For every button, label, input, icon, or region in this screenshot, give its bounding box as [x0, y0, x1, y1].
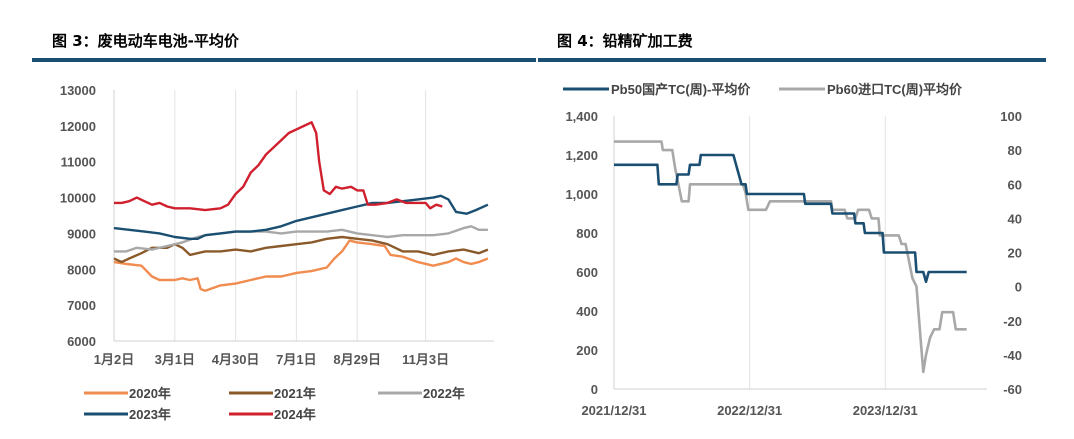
right-y-tick-label: 100 — [1000, 109, 1022, 124]
legend-label: 2023年 — [129, 407, 171, 422]
left-y-tick-label: 800 — [576, 226, 598, 241]
x-tick-label: 4月30日 — [212, 352, 260, 367]
battery-price-chart: 6000 7000 8000 9000 10000 11000 12000 13000 1月2日… — [60, 83, 494, 422]
legend-label: 2024年 — [274, 407, 316, 422]
y-tick-label: 11000 — [61, 155, 96, 170]
x-tick-label: 1月2日 — [94, 352, 134, 367]
x-tick-label: 3月1日 — [155, 352, 195, 367]
x-tick-label: 8月29日 — [333, 352, 381, 367]
y-tick-label: 6000 — [67, 334, 96, 349]
left-y-tick-label: 400 — [576, 304, 598, 319]
right-figure-title: 图 4：铅精矿加工费 — [557, 32, 693, 50]
series-line-2020年 — [113, 239, 489, 292]
series-line-2022年 — [114, 225, 488, 253]
y-tick-label: 7000 — [67, 298, 96, 313]
y-tick-label: 13000 — [60, 83, 96, 98]
right-y-tick-label: 80 — [1008, 143, 1022, 158]
x-tick-label: 2023/12/31 — [853, 403, 918, 418]
legend-label: 2021年 — [274, 386, 316, 401]
right-y-tick-label: -40 — [1003, 348, 1022, 363]
right-y-tick-label: 0 — [1015, 280, 1022, 295]
y-tick-label: 10000 — [60, 191, 96, 206]
series-line-2024年 — [114, 121, 443, 212]
left-y-tick-label: 1,200 — [565, 148, 598, 163]
right-y-tick-label: 60 — [1008, 177, 1022, 192]
right-y-tick-label: 40 — [1008, 211, 1022, 226]
y-tick-label: 12000 — [60, 119, 96, 134]
left-y-tick-label: 0 — [591, 382, 598, 397]
legend-label: 2020年 — [129, 386, 171, 401]
series-line-2023年 — [113, 194, 489, 240]
right-y-tick-label: 20 — [1008, 246, 1022, 261]
series-line-Pb60进口TC(周)平均价 — [614, 140, 967, 374]
y-tick-label: 9000 — [67, 226, 96, 241]
x-tick-label: 11月3日 — [402, 352, 449, 367]
right-y-tick-label: -20 — [1003, 314, 1022, 329]
x-tick-label: 2022/12/31 — [717, 403, 782, 418]
y-tick-label: 8000 — [67, 262, 96, 277]
legend-label: Pb50国产TC(周)-平均价 — [611, 82, 751, 97]
x-tick-label: 2021/12/31 — [581, 403, 646, 418]
legend-label: 2022年 — [423, 386, 465, 401]
left-y-tick-label: 200 — [576, 343, 598, 358]
left-y-tick-label: 600 — [576, 265, 598, 280]
left-title-rule — [32, 58, 536, 62]
left-figure-title: 图 3：废电动车电池-平均价 — [52, 32, 239, 50]
x-tick-label: 7月1日 — [276, 352, 316, 367]
series-line-Pb50国产TC(周)-平均价 — [614, 153, 967, 284]
left-y-tick-label: 1,000 — [565, 187, 598, 202]
left-y-tick-label: 1,400 — [565, 109, 598, 124]
right-title-rule — [538, 58, 1046, 62]
legend-label: Pb60进口TC(周)平均价 — [827, 82, 963, 97]
right-y-tick-label: -60 — [1003, 382, 1022, 397]
